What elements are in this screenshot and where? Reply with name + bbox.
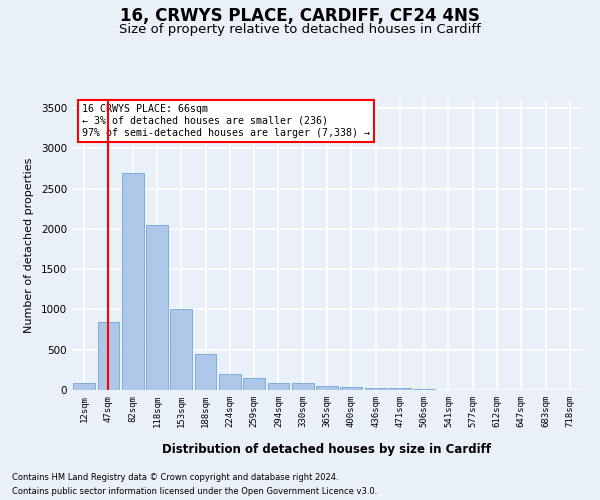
Text: 16, CRWYS PLACE, CARDIFF, CF24 4NS: 16, CRWYS PLACE, CARDIFF, CF24 4NS [120,8,480,26]
Bar [365,388,386,390]
Bar [268,384,289,390]
Bar [73,384,95,390]
Bar [389,388,411,390]
Bar [170,310,192,390]
Bar [340,387,362,390]
Text: Size of property relative to detached houses in Cardiff: Size of property relative to detached ho… [119,22,481,36]
Y-axis label: Number of detached properties: Number of detached properties [24,158,34,332]
Text: 16 CRWYS PLACE: 66sqm
← 3% of detached houses are smaller (236)
97% of semi-deta: 16 CRWYS PLACE: 66sqm ← 3% of detached h… [82,104,370,138]
Bar [316,386,338,390]
Bar [194,354,217,390]
Text: Distribution of detached houses by size in Cardiff: Distribution of detached houses by size … [163,442,491,456]
Bar [243,378,265,390]
Bar [97,322,119,390]
Bar [122,172,143,390]
Bar [146,225,168,390]
Bar [219,374,241,390]
Text: Contains HM Land Registry data © Crown copyright and database right 2024.: Contains HM Land Registry data © Crown c… [12,472,338,482]
Bar [292,384,314,390]
Text: Contains public sector information licensed under the Open Government Licence v3: Contains public sector information licen… [12,486,377,496]
